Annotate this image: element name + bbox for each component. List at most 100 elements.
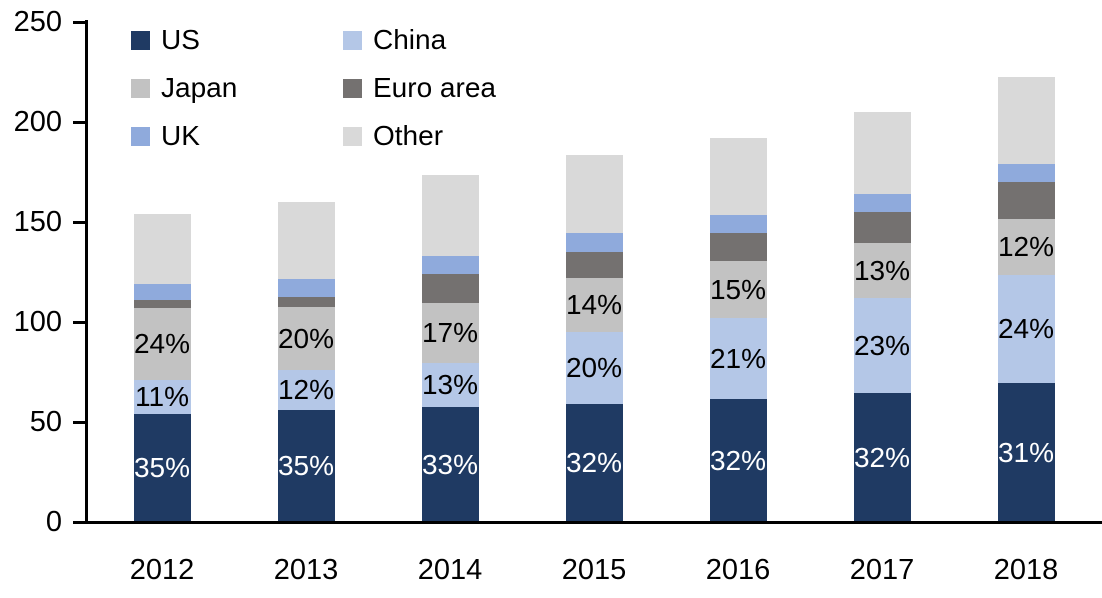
legend-item-us: US bbox=[131, 24, 343, 55]
legend-item-china: China bbox=[343, 24, 496, 55]
x-tick-label-2016: 2016 bbox=[705, 554, 771, 586]
bar-segment-us-2015 bbox=[565, 404, 623, 522]
bar-segment-euro-area-2016 bbox=[709, 233, 767, 261]
bar-segment-euro-area-2017 bbox=[853, 212, 911, 243]
bar-segment-euro-area-2015 bbox=[565, 252, 623, 278]
bar-segment-china-2018 bbox=[997, 275, 1055, 383]
segment-percent-label: 35% bbox=[133, 452, 191, 483]
bar-segment-china-2012 bbox=[133, 380, 191, 414]
segment-percent-label: 32% bbox=[709, 444, 767, 476]
legend-item-japan: Japan bbox=[131, 72, 343, 103]
segment-percent-label: 14% bbox=[565, 289, 623, 320]
segment-percent-label: 23% bbox=[853, 329, 911, 361]
y-tick-mark bbox=[73, 220, 86, 224]
bar-segment-uk-2013 bbox=[277, 279, 335, 297]
bar-segment-japan-2012 bbox=[133, 308, 191, 380]
bar-segment-other-2017 bbox=[853, 112, 911, 194]
x-tick-label-2017: 2017 bbox=[849, 554, 915, 586]
bar-segment-euro-area-2014 bbox=[421, 274, 479, 303]
bar-segment-us-2013 bbox=[277, 410, 335, 522]
bar-segment-uk-2015 bbox=[565, 233, 623, 252]
bar-segment-uk-2016 bbox=[709, 215, 767, 233]
bar-segment-uk-2017 bbox=[853, 194, 911, 212]
legend-label: UK bbox=[161, 120, 200, 151]
bar-segment-japan-2018 bbox=[997, 219, 1055, 275]
segment-percent-label: 32% bbox=[565, 447, 623, 478]
segment-percent-label: 31% bbox=[997, 436, 1055, 468]
legend-label: US bbox=[161, 24, 200, 55]
y-tick-mark bbox=[73, 420, 86, 424]
bar-segment-other-2012 bbox=[133, 214, 191, 284]
bar-segment-japan-2014 bbox=[421, 303, 479, 363]
legend-swatch-icon bbox=[131, 78, 150, 98]
segment-percent-label: 20% bbox=[565, 352, 623, 383]
bar-segment-us-2016 bbox=[709, 399, 767, 522]
legend-swatch-icon bbox=[343, 126, 362, 146]
bar-segment-japan-2017 bbox=[853, 243, 911, 298]
legend-swatch-icon bbox=[343, 78, 362, 98]
bar-segment-china-2014 bbox=[421, 363, 479, 407]
segment-percent-label: 33% bbox=[421, 448, 479, 480]
segment-percent-label: 21% bbox=[709, 342, 767, 374]
y-tick-label: 100 bbox=[13, 306, 62, 338]
segment-percent-label: 11% bbox=[135, 381, 189, 412]
segment-percent-label: 24% bbox=[997, 313, 1055, 344]
segment-percent-label: 12% bbox=[277, 374, 335, 405]
legend-label: Japan bbox=[161, 72, 238, 103]
bar-segment-japan-2015 bbox=[565, 278, 623, 332]
bar-segment-china-2015 bbox=[565, 332, 623, 404]
legend-item-uk: UK bbox=[131, 120, 343, 151]
legend-label: Euro area bbox=[373, 72, 496, 103]
segment-percent-label: 24% bbox=[133, 328, 191, 359]
x-tick-label-2013: 2013 bbox=[273, 554, 339, 586]
bar-segment-uk-2018 bbox=[997, 164, 1055, 182]
segment-percent-label: 17% bbox=[421, 317, 479, 348]
bar-segment-euro-area-2012 bbox=[133, 300, 191, 308]
x-tick-label-2012: 2012 bbox=[129, 554, 195, 586]
legend-swatch-icon bbox=[131, 30, 150, 50]
bar-segment-other-2018 bbox=[997, 77, 1055, 164]
chart-legend: US China Japan Euro area UK Other bbox=[131, 24, 496, 151]
bar-segment-china-2016 bbox=[709, 318, 767, 399]
x-tick-label-2018: 2018 bbox=[993, 554, 1059, 586]
bar-segment-other-2013 bbox=[277, 202, 335, 279]
x-tick-label-2015: 2015 bbox=[561, 554, 627, 586]
bar-segment-japan-2016 bbox=[709, 261, 767, 318]
segment-percent-label: 20% bbox=[277, 322, 335, 354]
bar-segment-other-2014 bbox=[421, 175, 479, 256]
bar-segment-china-2017 bbox=[853, 298, 911, 393]
y-tick-mark bbox=[73, 520, 86, 524]
bar-segment-us-2012 bbox=[133, 414, 191, 522]
y-axis-line bbox=[85, 20, 88, 523]
bar-segment-other-2016 bbox=[709, 138, 767, 215]
bar-segment-japan-2013 bbox=[277, 307, 335, 370]
bar-segment-us-2014 bbox=[421, 407, 479, 522]
bar-segment-euro-area-2018 bbox=[997, 182, 1055, 219]
segment-percent-label: 32% bbox=[853, 441, 911, 473]
bar-segment-us-2018 bbox=[997, 383, 1055, 522]
segment-percent-label: 13% bbox=[853, 254, 911, 286]
legend-item-euro-area: Euro area bbox=[343, 72, 496, 103]
x-axis-line bbox=[84, 520, 1102, 524]
segment-percent-label: 35% bbox=[277, 450, 335, 481]
legend-swatch-icon bbox=[343, 30, 362, 50]
y-tick-mark bbox=[73, 120, 86, 124]
y-tick-label: 250 bbox=[13, 6, 62, 38]
bar-segment-other-2015 bbox=[565, 155, 623, 233]
bar-segment-uk-2014 bbox=[421, 256, 479, 274]
bar-segment-us-2017 bbox=[853, 393, 911, 522]
bar-segment-euro-area-2013 bbox=[277, 297, 335, 307]
bar-segment-uk-2012 bbox=[133, 284, 191, 300]
x-tick-label-2014: 2014 bbox=[417, 554, 483, 586]
legend-swatch-icon bbox=[131, 126, 150, 146]
y-tick-mark bbox=[73, 20, 86, 24]
segment-percent-label: 13% bbox=[421, 369, 479, 400]
y-tick-label: 0 bbox=[45, 506, 62, 538]
y-tick-label: 50 bbox=[29, 406, 62, 438]
y-tick-label: 150 bbox=[13, 206, 62, 238]
segment-percent-label: 12% bbox=[997, 231, 1055, 262]
segment-percent-label: 15% bbox=[709, 273, 767, 305]
bar-segment-china-2013 bbox=[277, 370, 335, 410]
legend-label: China bbox=[373, 24, 447, 55]
